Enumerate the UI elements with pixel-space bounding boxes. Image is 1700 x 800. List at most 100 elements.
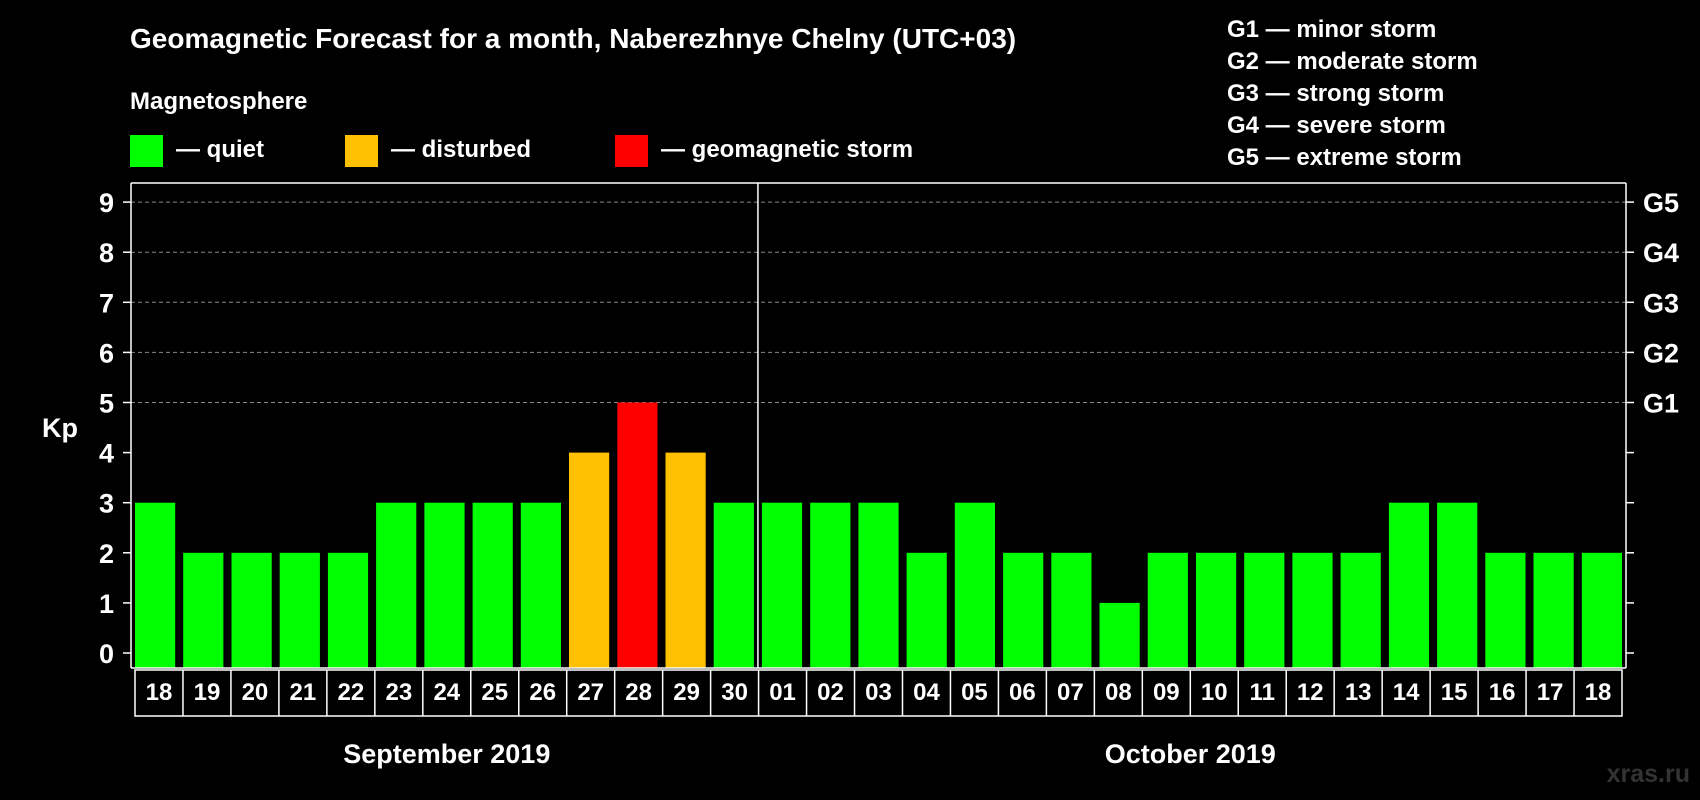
x-tick-label: 15 — [1441, 679, 1468, 706]
month-label: October 2019 — [1105, 739, 1276, 769]
bar-26 — [520, 502, 561, 668]
y-tick-label: 4 — [99, 439, 114, 469]
x-tick-label: 09 — [1153, 679, 1180, 706]
storm-scale-item: G4 — severe storm — [1227, 112, 1446, 139]
month-label: September 2019 — [343, 739, 550, 769]
g-scale-label: G3 — [1643, 288, 1679, 318]
x-tick-label: 08 — [1105, 679, 1132, 706]
y-tick-label: 0 — [99, 639, 114, 669]
bar-12 — [1292, 552, 1333, 668]
x-tick-label: 24 — [433, 679, 460, 706]
y-axis-ticks: 0 1 2 3 4 5 6 7 8 9 — [99, 188, 131, 669]
g-scale-label: G1 — [1643, 389, 1679, 419]
bar-19 — [183, 552, 224, 668]
bar-01 — [761, 502, 803, 668]
bar-21 — [279, 552, 320, 668]
bar-17 — [1533, 552, 1574, 668]
chart-title: Geomagnetic Forecast for a month, Nabere… — [130, 23, 1016, 54]
storm-scale-legend: G1 — minor storm G2 — moderate storm G3 — … — [1227, 16, 1478, 171]
g-scale-label: G5 — [1643, 188, 1679, 218]
bar-23 — [376, 502, 417, 668]
y-tick-label: 5 — [99, 389, 114, 419]
x-tick-label: 05 — [961, 679, 988, 706]
storm-scale-item: G2 — moderate storm — [1227, 48, 1478, 75]
y-tick-label: 2 — [99, 539, 114, 569]
legend-label: — quiet — [176, 136, 264, 163]
bar-27 — [569, 452, 610, 668]
storm-scale-item: G3 — strong storm — [1227, 80, 1444, 107]
gridlines — [131, 201, 1626, 403]
g-scale-label: G4 — [1643, 238, 1679, 268]
legend: — quiet — disturbed — geomagnetic storm — [130, 135, 913, 167]
y-tick-label: 8 — [99, 238, 114, 268]
x-tick-label: 14 — [1393, 679, 1420, 706]
x-tick-label: 29 — [673, 679, 700, 706]
g-scale-label: G2 — [1643, 338, 1679, 368]
bar-28 — [617, 402, 658, 668]
x-tick-label: 01 — [769, 679, 796, 706]
x-axis-labels: 18 19 20 21 22 23 24 25 26 27 28 29 30 01 02 03 04 05 06 07… — [134, 669, 1623, 717]
bar-02 — [810, 502, 851, 668]
legend-swatch — [615, 135, 648, 167]
bar-18 — [135, 502, 176, 668]
x-tick-label: 20 — [242, 679, 269, 706]
bar-08 — [1099, 602, 1140, 668]
bar-29 — [665, 452, 706, 668]
x-tick-label: 25 — [481, 679, 508, 706]
x-tick-label: 28 — [625, 679, 652, 706]
x-tick-label: 23 — [385, 679, 412, 706]
bar-16 — [1485, 552, 1526, 668]
x-tick-label: 13 — [1345, 679, 1372, 706]
x-tick-label: 06 — [1009, 679, 1036, 706]
bar-03 — [858, 502, 899, 668]
bar-13 — [1340, 552, 1381, 668]
x-tick-label: 18 — [1585, 679, 1612, 706]
x-tick-label: 17 — [1537, 679, 1564, 706]
legend-swatch — [345, 135, 378, 167]
y-tick-label: 1 — [99, 589, 114, 619]
bar-05 — [954, 502, 995, 668]
x-tick-label: 03 — [865, 679, 892, 706]
x-tick-label: 07 — [1057, 679, 1084, 706]
x-tick-label: 22 — [338, 679, 365, 706]
x-tick-label: 21 — [290, 679, 317, 706]
bar-30 — [713, 502, 754, 668]
x-tick-label: 02 — [817, 679, 844, 706]
x-tick-label: 27 — [577, 679, 604, 706]
bar-20 — [231, 552, 272, 668]
x-label-frame — [134, 669, 1623, 717]
y-tick-label: 7 — [99, 288, 114, 318]
bar-09 — [1147, 552, 1188, 668]
y-axis-label: Kp — [42, 413, 78, 443]
x-tick-label: 04 — [913, 679, 940, 706]
watermark: xras.ru — [1607, 760, 1690, 788]
y-tick-label: 6 — [99, 338, 114, 368]
x-tick-label: 26 — [529, 679, 556, 706]
legend-heading: Magnetosphere — [130, 88, 307, 115]
legend-label: — disturbed — [391, 136, 531, 163]
bar-18 — [1581, 552, 1622, 668]
g-scale-ticks: G1 G2 G3 G4 G5 — [1626, 188, 1679, 654]
x-tick-label: 18 — [146, 679, 173, 706]
bar-04 — [906, 552, 947, 668]
y-tick-label: 9 — [99, 188, 114, 218]
month-labels: September 2019 October 2019 — [343, 739, 1276, 769]
x-tick-label: 12 — [1297, 679, 1324, 706]
bar-14 — [1388, 502, 1430, 668]
x-tick-label: 19 — [194, 679, 221, 706]
legend-swatch — [130, 135, 163, 167]
storm-scale-item: G5 — extreme storm — [1227, 144, 1462, 171]
legend-label: — geomagnetic storm — [661, 136, 913, 163]
x-tick-label: 11 — [1250, 679, 1275, 706]
bar-06 — [1003, 552, 1044, 668]
bar-10 — [1196, 552, 1237, 668]
axes — [130, 182, 1627, 669]
bar-11 — [1244, 552, 1285, 668]
x-tick-label: 16 — [1489, 679, 1516, 706]
y-tick-label: 3 — [99, 489, 114, 519]
bar-25 — [472, 502, 513, 668]
bar-22 — [327, 552, 369, 668]
x-tick-label: 10 — [1201, 679, 1228, 706]
x-tick-label: 30 — [721, 679, 748, 706]
